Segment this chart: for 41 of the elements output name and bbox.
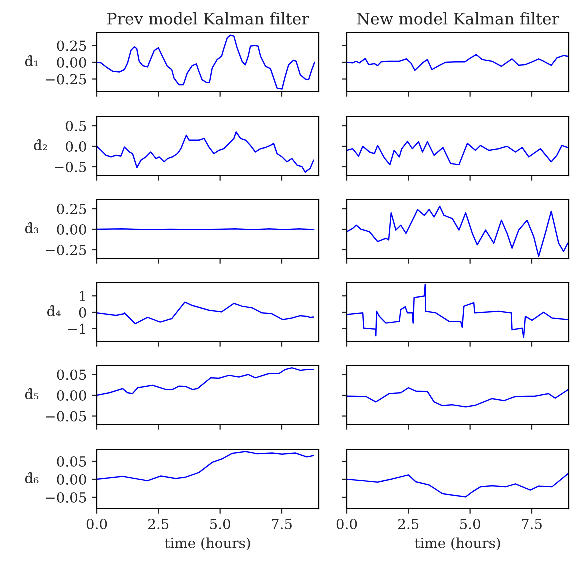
- y-tick-label: 0.00: [57, 390, 86, 401]
- x-tick-label: 0.0: [86, 518, 108, 530]
- y-axis-title: d̂₂: [34, 139, 48, 151]
- y-tick-label: 0.05: [57, 456, 86, 467]
- y-tick-label: −0.25: [46, 244, 86, 256]
- y-tick-label: 0.25: [57, 204, 86, 214]
- x-tick-label: 7.5: [272, 519, 292, 530]
- x-tick-label: 5.0: [460, 518, 480, 530]
- y-axis-title: d̂₄: [47, 305, 61, 317]
- y-tick-label: 0.00: [57, 224, 86, 235]
- y-tick-label: −0.05: [46, 411, 86, 422]
- line-series: [97, 367, 314, 396]
- y-tick-label: −1: [68, 324, 86, 334]
- y-axis-title: d̂₅: [25, 388, 39, 400]
- line-series: [97, 451, 314, 482]
- y-axis-title: d̂₁: [25, 55, 38, 67]
- y-tick-label: 0.00: [57, 474, 86, 485]
- y-tick-label: 0.5: [66, 120, 86, 132]
- y-tick-label: 0.00: [57, 57, 86, 68]
- y-tick-label: 0.0: [66, 141, 86, 152]
- y-axis-title: d̂₆: [25, 472, 39, 484]
- y-tick-label: −0.25: [46, 74, 86, 85]
- y-tick-label: 1: [80, 291, 86, 302]
- chart-title: New model Kalman filter: [357, 12, 560, 25]
- chart-title: Prev model Kalman filter: [107, 12, 310, 25]
- x-axis-title: time (hours): [415, 538, 500, 550]
- x-tick-label: 2.5: [398, 518, 419, 530]
- y-axis-title: d̂₃: [25, 222, 38, 234]
- y-tick-label: 0.05: [57, 370, 86, 380]
- x-tick-label: 5.0: [210, 518, 230, 530]
- x-tick-label: 2.5: [148, 518, 169, 530]
- line-series: [97, 34, 316, 90]
- x-axis-title: time (hours): [165, 538, 250, 550]
- line-series: [97, 302, 314, 325]
- y-tick-label: −0.05: [46, 492, 86, 503]
- y-tick-label: 0: [79, 307, 86, 318]
- y-tick-label: 0.25: [57, 40, 86, 52]
- x-tick-label: 7.5: [522, 519, 542, 530]
- y-tick-label: −0.5: [55, 162, 86, 172]
- line-series: [97, 132, 314, 173]
- x-tick-label: 0.0: [336, 518, 358, 530]
